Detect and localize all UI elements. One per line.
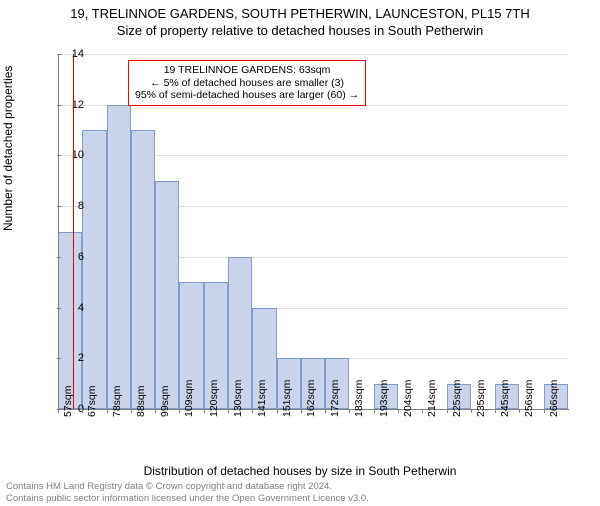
xtick-label: 266sqm bbox=[548, 380, 560, 417]
ytick-label: 6 bbox=[78, 251, 84, 263]
footer-line-1: Contains HM Land Registry data © Crown c… bbox=[6, 481, 369, 492]
annotation-line-2: ← 5% of detached houses are smaller (3) bbox=[135, 77, 359, 90]
xtick-mark bbox=[58, 409, 59, 413]
xtick-mark bbox=[155, 409, 156, 413]
ytick-mark bbox=[57, 155, 61, 156]
xtick-mark bbox=[471, 409, 472, 413]
xtick-mark bbox=[349, 409, 350, 413]
xtick-label: 214sqm bbox=[426, 380, 438, 417]
ytick-mark bbox=[57, 358, 61, 359]
xtick-mark bbox=[325, 409, 326, 413]
xtick-mark bbox=[544, 409, 545, 413]
ytick-label: 4 bbox=[78, 302, 84, 314]
chart-plot-area bbox=[58, 54, 569, 410]
xtick-label: 225sqm bbox=[451, 380, 463, 417]
xtick-mark bbox=[228, 409, 229, 413]
xtick-label: 193sqm bbox=[378, 380, 390, 417]
ytick-mark bbox=[57, 257, 61, 258]
xtick-label: 99sqm bbox=[159, 385, 171, 417]
xtick-label: 141sqm bbox=[256, 380, 268, 417]
xtick-label: 204sqm bbox=[402, 380, 414, 417]
xtick-label: 256sqm bbox=[523, 380, 535, 417]
xtick-mark bbox=[519, 409, 520, 413]
xtick-label: 120sqm bbox=[208, 380, 220, 417]
ytick-mark bbox=[57, 54, 61, 55]
xtick-mark bbox=[301, 409, 302, 413]
ytick-mark bbox=[57, 206, 61, 207]
xtick-label: 130sqm bbox=[232, 380, 244, 417]
xtick-mark bbox=[398, 409, 399, 413]
xtick-mark bbox=[82, 409, 83, 413]
xtick-mark bbox=[447, 409, 448, 413]
xtick-label: 235sqm bbox=[475, 380, 487, 417]
xtick-mark bbox=[179, 409, 180, 413]
footer-line-2: Contains public sector information licen… bbox=[6, 493, 369, 504]
title-sub: Size of property relative to detached ho… bbox=[0, 23, 600, 38]
xtick-mark bbox=[252, 409, 253, 413]
y-axis-label: Number of detached properties bbox=[1, 66, 15, 231]
xtick-label: 245sqm bbox=[499, 380, 511, 417]
ytick-label: 8 bbox=[78, 200, 84, 212]
xtick-label: 78sqm bbox=[111, 385, 123, 417]
xtick-mark bbox=[277, 409, 278, 413]
xtick-label: 109sqm bbox=[183, 380, 195, 417]
ytick-mark bbox=[57, 308, 61, 309]
xtick-label: 67sqm bbox=[86, 385, 98, 417]
xtick-label: 183sqm bbox=[353, 380, 365, 417]
annotation-line-3: 95% of semi-detached houses are larger (… bbox=[135, 89, 359, 102]
reference-line bbox=[73, 54, 75, 409]
footer-attribution: Contains HM Land Registry data © Crown c… bbox=[6, 481, 369, 504]
annotation-box: 19 TRELINNOE GARDENS: 63sqm ← 5% of deta… bbox=[128, 60, 366, 106]
xtick-mark bbox=[204, 409, 205, 413]
xtick-mark bbox=[374, 409, 375, 413]
xtick-label: 162sqm bbox=[305, 380, 317, 417]
xtick-mark bbox=[107, 409, 108, 413]
ytick-mark bbox=[57, 105, 61, 106]
xtick-label: 151sqm bbox=[281, 380, 293, 417]
xtick-label: 172sqm bbox=[329, 380, 341, 417]
xtick-label: 88sqm bbox=[135, 385, 147, 417]
xtick-mark bbox=[131, 409, 132, 413]
x-axis-label: Distribution of detached houses by size … bbox=[0, 464, 600, 478]
ytick-label: 2 bbox=[78, 352, 84, 364]
xtick-mark bbox=[495, 409, 496, 413]
title-main: 19, TRELINNOE GARDENS, SOUTH PETHERWIN, … bbox=[0, 6, 600, 21]
annotation-line-1: 19 TRELINNOE GARDENS: 63sqm bbox=[135, 64, 359, 77]
xtick-mark bbox=[422, 409, 423, 413]
